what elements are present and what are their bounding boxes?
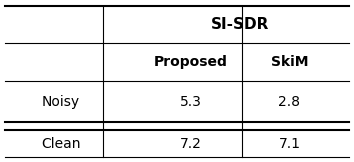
Text: Clean: Clean (41, 137, 81, 151)
Text: 2.8: 2.8 (278, 95, 301, 109)
Text: 5.3: 5.3 (180, 95, 202, 109)
Text: Noisy: Noisy (42, 95, 80, 109)
Text: Proposed: Proposed (154, 55, 228, 69)
Text: SkiM: SkiM (271, 55, 308, 69)
Text: SI-SDR: SI-SDR (211, 17, 269, 32)
Text: 7.1: 7.1 (278, 137, 301, 151)
Text: 7.2: 7.2 (180, 137, 202, 151)
